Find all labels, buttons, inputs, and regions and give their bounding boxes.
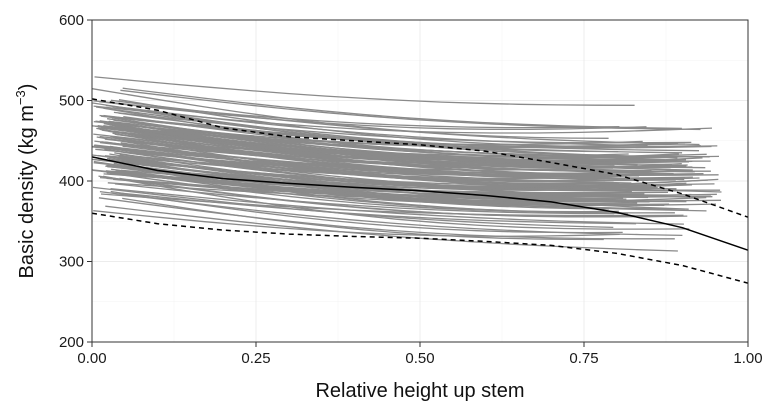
profile-line	[115, 133, 671, 169]
profile-line	[113, 119, 720, 158]
profile-line	[115, 170, 675, 214]
y-axis-title-close: )	[16, 84, 38, 91]
profile-line	[119, 177, 688, 218]
profile-line	[123, 163, 616, 209]
y-tick-label: 200	[59, 334, 84, 351]
x-tick-label: 0.00	[77, 350, 106, 367]
x-tick-label: 0.75	[569, 350, 598, 367]
y-axis: 200 300 400 500 600	[59, 12, 92, 351]
profile-line	[94, 76, 635, 106]
profile-line	[92, 186, 614, 229]
profile-line	[92, 125, 609, 149]
profile-line	[101, 115, 683, 154]
profile-line	[114, 183, 615, 215]
y-tick-label: 300	[59, 254, 84, 271]
profile-line	[114, 125, 693, 168]
profile-line	[107, 157, 721, 191]
profile-line	[105, 104, 648, 147]
y-tick-label: 600	[59, 12, 84, 29]
dashed-line	[91, 212, 749, 284]
profile-line	[99, 141, 675, 174]
profile-line	[104, 138, 606, 182]
profile-line	[99, 190, 683, 237]
profile-line	[99, 101, 647, 131]
profile-line	[113, 111, 692, 144]
x-tick-label: 0.25	[241, 350, 270, 367]
profile-line	[98, 197, 675, 240]
profile-line	[100, 193, 684, 217]
y-axis-title: Basic density (kg m−3)	[13, 84, 38, 279]
y-axis-title-exponent: −3	[13, 90, 28, 105]
x-axis-title: Relative height up stem	[315, 380, 524, 401]
x-axis: 0.00 0.25 0.50 0.75 1.00	[77, 342, 763, 367]
fitted-lines	[91, 98, 749, 284]
dashed-line	[91, 98, 749, 218]
x-tick-label: 1.00	[733, 350, 762, 367]
y-axis-title-main: Basic density (kg m	[16, 105, 38, 278]
profile-line	[99, 135, 703, 166]
profile-line	[103, 107, 665, 161]
profile-line	[105, 205, 678, 252]
y-tick-label: 500	[59, 93, 84, 110]
x-tick-label: 0.50	[405, 350, 434, 367]
profile-line	[120, 142, 620, 185]
profile-line	[122, 197, 604, 241]
solid-line	[91, 156, 749, 251]
profile-line	[118, 155, 604, 177]
profile-line	[92, 88, 609, 139]
profile-line	[92, 102, 712, 149]
profile-line	[93, 100, 620, 129]
profile-line	[110, 187, 684, 225]
profile-line	[122, 87, 682, 130]
y-tick-label: 400	[59, 173, 84, 190]
individual-profiles	[91, 76, 722, 252]
